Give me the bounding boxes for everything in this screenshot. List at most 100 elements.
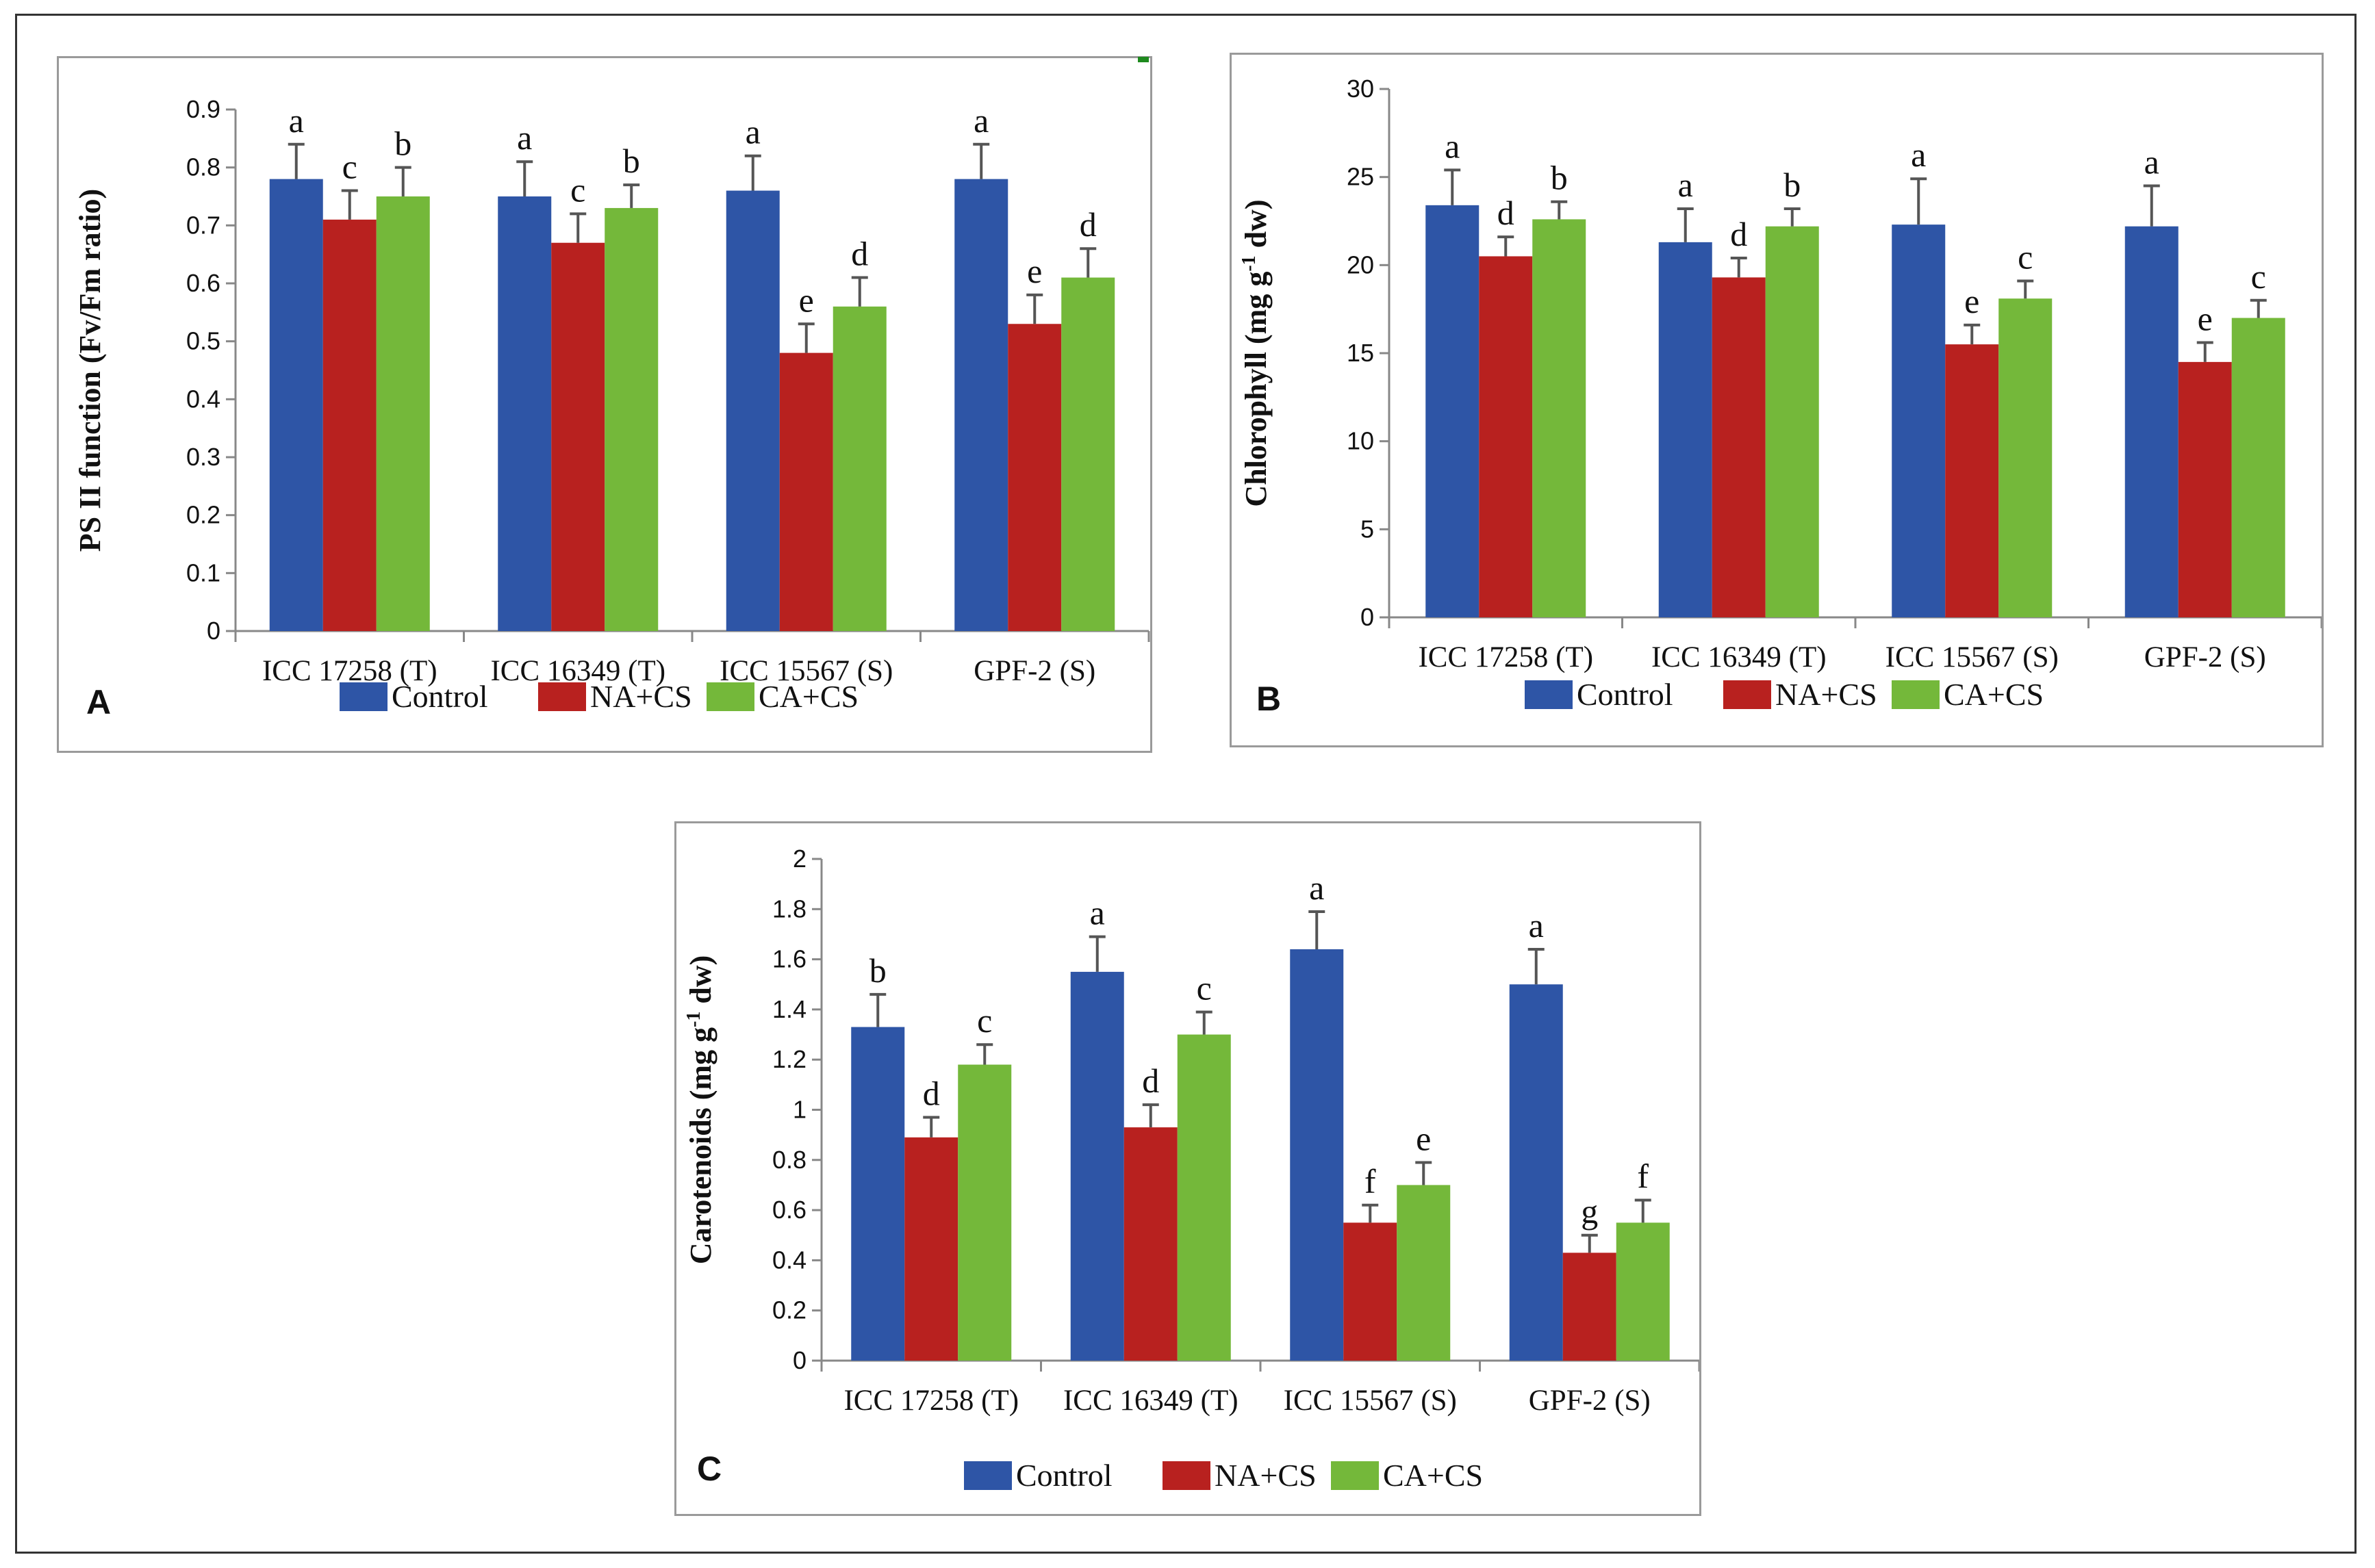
panel-a-y-tick-label: 0.1 bbox=[186, 558, 220, 587]
panel-c-y-tick-label: 1.2 bbox=[772, 1045, 807, 1073]
panel-c-bar-ca-cs-gpf-2-s bbox=[1616, 1222, 1670, 1361]
panel-c-significance-letter: f bbox=[1364, 1162, 1376, 1200]
green-mark bbox=[1138, 57, 1149, 62]
panel-a-y-tick-label: 0.5 bbox=[186, 327, 220, 355]
panel-c-significance-letter: d bbox=[923, 1074, 940, 1112]
panel-b-bar-na-cs-gpf-2-s bbox=[2178, 361, 2232, 617]
panel-b-significance-letter: a bbox=[2144, 143, 2159, 181]
panel-c-y-tick-label: 1.6 bbox=[772, 945, 807, 973]
panel-a-significance-letter: c bbox=[342, 148, 357, 186]
panel-a-bar-na-cs-icc-15567-s bbox=[779, 352, 833, 631]
panel-a-y-tick-label: 0.2 bbox=[186, 501, 220, 529]
panel-a-y-tick-label: 0.3 bbox=[186, 443, 220, 471]
panel-c-legend-label-ca-cs: CA+CS bbox=[1383, 1458, 1483, 1493]
psii-chart-svg: 0 0.1 0.2 0.3 0.4 0.5 0.6 0.7 0.8 0.9 ICC 17258 (T… bbox=[73, 95, 1150, 721]
chlorophyll-chart-svg: 0 5 10 15 20 25 30 ICC 17258 (T) ICC 16349 (T) IC… bbox=[1239, 75, 2322, 718]
panel-a-legend-swatch-ca-cs bbox=[707, 682, 754, 711]
panel-a-bar-ca-cs-icc-17258-t bbox=[376, 196, 430, 631]
panel-a-bar-na-cs-icc-16349-t bbox=[551, 242, 605, 631]
panel-b-significance-letter: e bbox=[2198, 300, 2213, 338]
panel-c-y-axis-title-superscript: -1 bbox=[683, 1012, 704, 1027]
panel-a-significance-letter: a bbox=[974, 101, 989, 140]
panel-c-y-tick-label: 1.8 bbox=[772, 895, 807, 923]
panel-a-y-axis-title-main: PS II function (Fv/Fm ratio) bbox=[73, 189, 107, 552]
panel-b-bar-control-icc-17258-t bbox=[1425, 205, 1479, 618]
carotenoids-chart-svg: 0 0.2 0.4 0.6 0.8 1 1.2 1.4 1.6 1.8 2 ICC 17258 (T)… bbox=[683, 845, 1699, 1493]
panel-c-bar-control-icc-16349-t bbox=[1070, 971, 1124, 1361]
panel-c-category-label: GPF-2 (S) bbox=[1529, 1385, 1651, 1417]
panel-b-y-tick-label: 0 bbox=[1360, 603, 1374, 631]
panel-a-bar-control-icc-16349-t bbox=[498, 196, 552, 631]
panel-b-significance-letter: c bbox=[2018, 237, 2033, 276]
panel-b-bar-ca-cs-icc-15567-s bbox=[1998, 298, 2053, 617]
panel-c-category-label: ICC 16349 (T) bbox=[1063, 1385, 1239, 1417]
panel-a-y-tick-label: 0.4 bbox=[186, 385, 220, 413]
panel-a-category-label: ICC 16349 (T) bbox=[490, 655, 665, 687]
panel-b-category-label: GPF-2 (S) bbox=[2144, 641, 2266, 673]
panel-c-significance-letter: e bbox=[1416, 1119, 1431, 1157]
panel-c-significance-letter: f bbox=[1637, 1157, 1649, 1195]
panel-c-bar-ca-cs-icc-16349-t bbox=[1177, 1034, 1231, 1361]
panel-a-legend-swatch-na-cs bbox=[538, 682, 586, 711]
panel-c-significance-letter: g bbox=[1581, 1192, 1598, 1231]
panel-c-significance-letter: d bbox=[1142, 1062, 1159, 1100]
panel-c-significance-letter: a bbox=[1529, 906, 1544, 944]
panel-c-y-axis-title-tail: dw) bbox=[684, 955, 717, 1012]
panel-a-significance-letter: d bbox=[851, 235, 868, 273]
panel-b-legend-swatch-control bbox=[1525, 680, 1573, 709]
panel-c-significance-letter: a bbox=[1309, 869, 1324, 907]
panel-a-significance-letter: c bbox=[570, 170, 585, 209]
panel-a-significance-letter: a bbox=[517, 118, 532, 157]
panel-b-chlorophyll-chart: 0 5 10 15 20 25 30 ICC 17258 (T) ICC 16349 (T) IC… bbox=[1230, 53, 2324, 747]
panel-b-y-axis-title-superscript: -1 bbox=[1239, 255, 1260, 271]
panel-a-psii-chart: 0 0.1 0.2 0.3 0.4 0.5 0.6 0.7 0.8 0.9 ICC 17258 (T… bbox=[57, 56, 1152, 753]
panel-c-bar-na-cs-icc-17258-t bbox=[904, 1137, 958, 1361]
panel-a-significance-letter: d bbox=[1080, 205, 1097, 244]
panel-a-significance-letter: b bbox=[394, 125, 411, 163]
panel-b-letter: B bbox=[1256, 680, 1281, 718]
panel-a-category-label: GPF-2 (S) bbox=[974, 655, 1095, 687]
panel-c-significance-letter: c bbox=[977, 1001, 992, 1040]
panel-c-legend-swatch-control bbox=[964, 1461, 1012, 1490]
panel-c-bar-ca-cs-icc-17258-t bbox=[958, 1064, 1012, 1361]
panel-b-significance-letter: b bbox=[1551, 159, 1568, 197]
panel-b-significance-letter: a bbox=[1445, 127, 1460, 165]
panel-a-y-tick-label: 0 bbox=[207, 617, 220, 645]
panel-a-bar-control-icc-17258-t bbox=[269, 179, 323, 632]
panel-b-significance-letter: a bbox=[1678, 166, 1693, 204]
panel-b-bar-ca-cs-gpf-2-s bbox=[2231, 318, 2285, 617]
panel-c-y-tick-label: 0.4 bbox=[772, 1246, 807, 1274]
panel-c-letter: C bbox=[697, 1450, 722, 1488]
panel-a-bar-ca-cs-icc-16349-t bbox=[605, 207, 659, 631]
panel-a-y-tick-label: 0.9 bbox=[186, 95, 220, 123]
panel-c-legend-swatch-ca-cs bbox=[1331, 1461, 1379, 1490]
panel-c-legend-swatch-na-cs bbox=[1163, 1461, 1210, 1490]
panel-a-y-axis-title: PS II function (Fv/Fm ratio) bbox=[73, 189, 107, 552]
panel-b-y-tick-label: 25 bbox=[1347, 163, 1374, 191]
panel-a-letter: A bbox=[86, 683, 111, 721]
panel-c-bar-na-cs-icc-16349-t bbox=[1123, 1127, 1178, 1361]
panel-b-y-tick-label: 10 bbox=[1347, 427, 1374, 455]
panel-b-bar-ca-cs-icc-17258-t bbox=[1532, 219, 1586, 618]
panel-a-bar-na-cs-gpf-2-s bbox=[1008, 324, 1062, 631]
panel-a-y-tick-label: 0.6 bbox=[186, 269, 220, 297]
panel-c-carotenoids-chart: 0 0.2 0.4 0.6 0.8 1 1.2 1.4 1.6 1.8 2 ICC 17258 (T)… bbox=[674, 821, 1701, 1516]
panel-b-significance-letter: d bbox=[1730, 215, 1747, 253]
panel-c-significance-letter: b bbox=[869, 951, 887, 990]
panel-c-bar-control-icc-15567-s bbox=[1290, 949, 1344, 1361]
panel-a-legend-label-na-cs: NA+CS bbox=[590, 679, 692, 714]
panel-a-bar-ca-cs-gpf-2-s bbox=[1061, 277, 1115, 631]
panel-a-legend-swatch-control bbox=[340, 682, 388, 711]
panel-b-significance-letter: a bbox=[1911, 136, 1926, 174]
panel-b-y-axis-title-main: Chlorophyll (mg g bbox=[1239, 272, 1273, 507]
panel-c-significance-letter: a bbox=[1090, 894, 1105, 932]
panel-c-y-axis-title-main: Carotenoids (mg g bbox=[684, 1027, 717, 1264]
panel-b-category-label: ICC 16349 (T) bbox=[1651, 641, 1827, 673]
panel-a-y-tick-label: 0.7 bbox=[186, 211, 220, 239]
panel-a-significance-letter: b bbox=[623, 142, 640, 180]
panel-a-significance-letter: e bbox=[1027, 252, 1042, 290]
panel-b-bar-na-cs-icc-15567-s bbox=[1945, 344, 1999, 617]
panel-b-legend-label-ca-cs: CA+CS bbox=[1944, 677, 2044, 712]
panel-c-y-tick-label: 1.4 bbox=[772, 995, 807, 1023]
panel-c-significance-letter: c bbox=[1197, 969, 1212, 1007]
